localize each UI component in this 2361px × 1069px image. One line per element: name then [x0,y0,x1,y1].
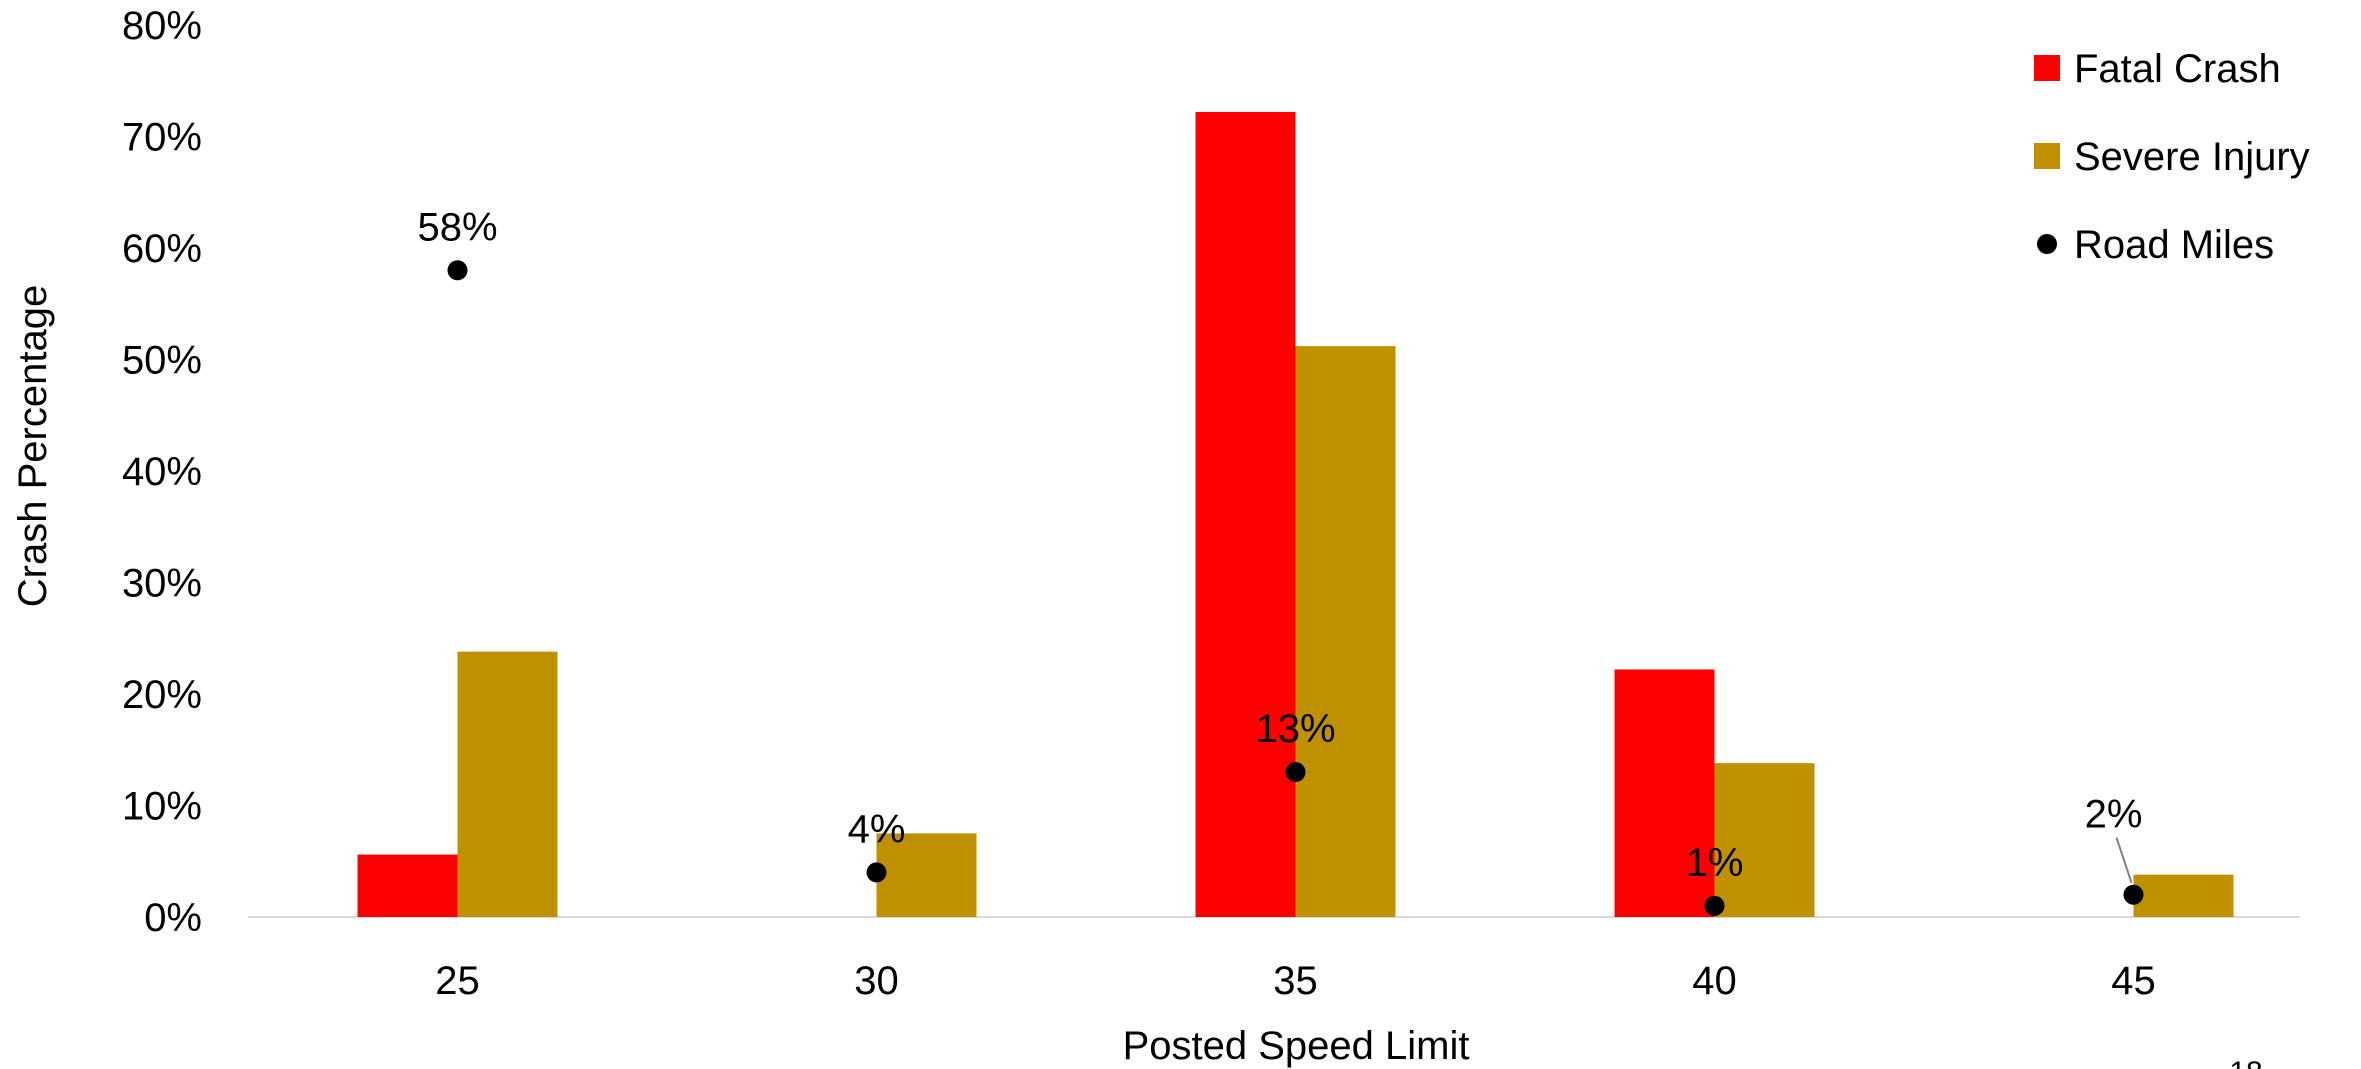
legend-label-road-miles: Road Miles [2074,223,2274,267]
legend: Fatal Crash Severe Injury Road Miles [2034,47,2310,267]
road-miles-points: 58% 4% 13% 1% 2% [417,205,2144,916]
bar-severe-injury [457,651,558,917]
road-miles-point [447,260,468,281]
road-miles-point [2123,884,2144,905]
x-tick-label: 25 [435,959,480,1003]
x-axis-title: Posted Speed Limit [1123,1024,1470,1068]
road-miles-data-label: 4% [848,807,906,851]
legend-swatch-fatal-crash [2034,55,2060,81]
road-miles-data-label: 2% [2085,793,2143,837]
bar-fatal-crash [357,854,458,917]
page-number: 18 [2229,1056,2262,1069]
y-axis-tick-labels: 0% 10% 20% 30% 40% 50% 60% 70% 80% [122,4,202,940]
legend-swatch-road-miles [2037,234,2057,254]
y-tick-label: 60% [122,227,202,271]
bars [357,111,2234,918]
legend-swatch-severe-injury [2034,143,2060,169]
x-tick-label: 35 [1273,959,1318,1003]
bar-severe-injury [1295,346,1396,917]
bar-severe-injury [1714,763,1815,917]
y-tick-label: 0% [144,896,202,940]
y-tick-label: 80% [122,4,202,48]
y-tick-label: 40% [122,450,202,494]
leader-line [2115,837,2133,884]
x-tick-label: 40 [1692,959,1737,1003]
y-tick-label: 10% [122,785,202,829]
legend-label-severe-injury: Severe Injury [2074,135,2310,179]
y-tick-label: 70% [122,116,202,160]
bar-fatal-crash [1195,111,1296,918]
y-axis-title: Crash Percentage [11,285,55,607]
legend-label-fatal-crash: Fatal Crash [2074,47,2281,91]
x-tick-label: 45 [2111,959,2156,1003]
road-miles-point [866,862,887,883]
y-tick-label: 30% [122,562,202,606]
bar-severe-injury [2133,874,2234,917]
road-miles-data-label: 13% [1255,707,1335,751]
road-miles-point [1704,895,1725,916]
y-tick-label: 50% [122,339,202,383]
bar-fatal-crash [1614,669,1715,917]
road-miles-point [1285,762,1306,783]
road-miles-data-label: 1% [1686,841,1744,885]
x-tick-label: 30 [854,959,899,1003]
road-miles-data-label: 58% [417,205,497,249]
bar-severe-injury [876,833,977,917]
x-axis-tick-labels: 25 30 35 40 45 [435,959,2156,1003]
y-tick-label: 20% [122,673,202,717]
